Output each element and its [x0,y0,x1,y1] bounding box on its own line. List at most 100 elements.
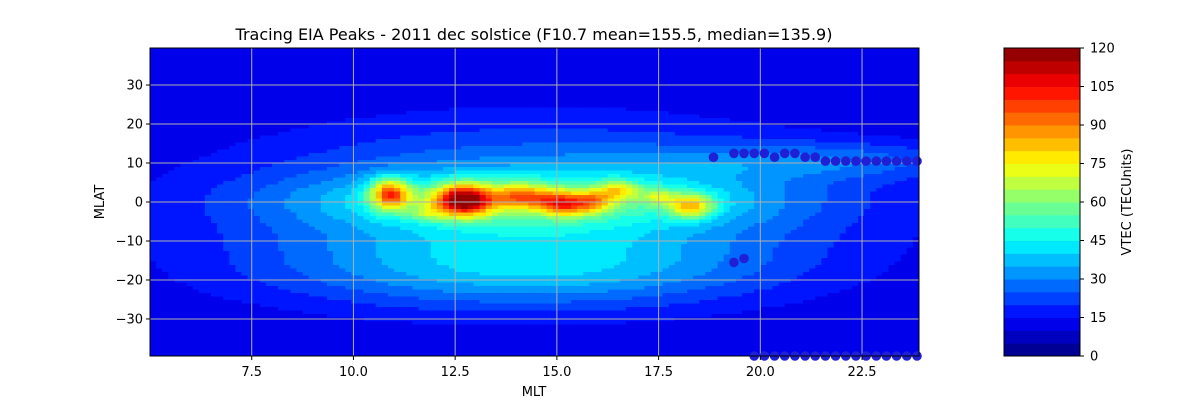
vtec-cell [455,258,462,263]
vtec-cell [229,345,237,350]
vtec-cell [223,240,230,245]
vtec-cell [241,160,249,165]
vtec-cell [284,296,291,301]
vtec-cell [394,226,401,231]
vtec-cell [345,233,352,238]
vtec-cell [168,93,176,98]
vtec-cell [339,230,346,235]
vtec-cell [400,90,407,95]
vtec-cell [296,118,304,123]
vtec-cell [369,289,377,294]
vtec-cell [156,317,163,322]
vtec-cell [314,202,322,207]
vtec-cell [394,118,401,123]
vtec-cell [418,170,426,175]
vtec-cell [150,58,157,63]
vtec-cell [186,62,194,67]
vtec-cell [168,303,176,308]
vtec-cell [180,247,188,252]
vtec-cell [278,314,285,319]
vtec-cell [259,230,267,235]
vtec-cell [272,139,279,144]
vtec-cell [259,58,267,63]
vtec-cell [211,181,218,186]
vtec-cell [442,114,450,119]
vtec-cell [229,58,237,63]
vtec-cell [473,240,481,245]
vtec-cell [473,86,481,91]
vtec-cell [259,156,267,161]
vtec-cell [308,72,316,77]
vtec-cell [485,219,493,224]
vtec-cell [351,146,359,151]
vtec-cell [345,300,352,305]
vtec-cell [339,324,346,329]
vtec-cell [174,79,182,84]
vtec-cell [436,272,444,277]
vtec-cell [284,181,291,186]
vtec-cell [467,184,475,189]
vtec-cell [339,268,346,273]
vtec-cell [485,251,493,256]
vtec-cell [412,90,420,95]
vtec-cell [302,191,310,196]
vtec-cell [461,247,468,252]
vtec-cell [381,97,389,102]
vtec-cell [345,76,352,81]
vtec-cell [375,51,383,56]
vtec-cell [491,149,499,154]
vtec-cell [223,289,230,294]
vtec-cell [229,251,237,256]
vtec-cell [174,118,182,123]
vtec-cell [174,317,182,322]
vtec-cell [235,114,243,119]
vtec-cell [186,307,194,312]
vtec-cell [351,349,359,354]
vtec-cell [333,216,340,221]
vtec-cell [320,324,328,329]
vtec-cell [204,65,212,70]
vtec-cell [284,72,291,77]
vtec-cell [424,149,432,154]
vtec-cell [345,139,352,144]
vtec-cell [345,345,352,350]
vtec-cell [174,247,182,252]
vtec-cell [211,205,218,210]
vtec-cell [449,191,456,196]
vtec-cell [320,247,328,252]
vtec-cell [314,90,322,95]
vtec-cell [211,104,218,109]
vtec-cell [406,58,414,63]
vtec-cell [455,198,462,203]
vtec-cell [265,328,273,333]
vtec-cell [485,209,493,214]
vtec-cell [253,338,261,343]
vtec-cell [394,107,401,112]
vtec-cell [406,114,414,119]
vtec-cell [357,174,365,179]
vtec-cell [217,272,224,277]
vtec-cell [375,86,383,91]
vtec-cell [375,342,383,347]
vtec-cell [223,198,230,203]
vtec-cell [400,184,407,189]
vtec-cell [168,79,176,84]
vtec-cell [174,177,182,182]
vtec-cell [388,69,395,74]
vtec-cell [180,307,188,312]
vtec-cell [211,254,218,259]
vtec-cell [406,314,414,319]
vtec-cell [162,240,169,245]
vtec-cell [211,160,218,165]
vtec-cell [156,219,163,224]
vtec-cell [388,307,395,312]
vtec-cell [449,331,456,336]
vtec-cell [308,195,316,200]
vtec-cell [162,132,169,137]
vtec-cell [320,342,328,347]
vtec-cell [192,244,200,249]
vtec-cell [345,69,352,74]
vtec-cell [430,289,438,294]
vtec-cell [357,202,365,207]
vtec-cell [223,142,230,147]
